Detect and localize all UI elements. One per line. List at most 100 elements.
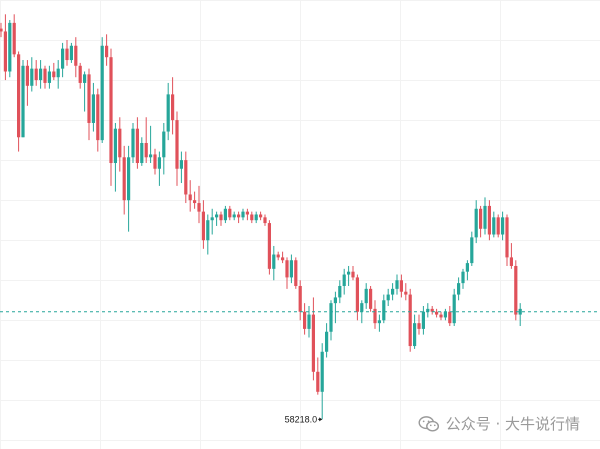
candle [329,300,333,341]
candle-body [12,22,16,55]
candle-body [518,308,522,315]
candle-body [100,45,104,141]
candle-body [105,45,109,58]
candle [201,200,205,249]
candle [373,300,377,329]
candle-body [373,308,377,324]
candle [272,245,276,281]
candle-body [320,351,324,392]
candle-body [91,94,95,123]
candle-body [21,65,25,138]
candle-body [25,65,29,86]
candle-body [78,65,82,83]
candle-body [298,285,302,312]
candle-body [250,214,254,221]
watermark-text: 公众号 · 大牛说行情 [445,415,580,433]
candle [162,122,166,175]
candle [377,314,381,332]
candle [303,303,307,335]
candle [193,191,197,209]
candle [219,211,223,226]
candle [364,283,368,309]
candle [285,257,289,289]
candle [404,283,408,301]
candle-body [56,68,60,78]
candle [259,211,263,221]
candle-body [47,71,51,83]
candle-body [17,54,21,138]
candle-body [96,94,100,141]
candle-body [281,257,285,261]
candle [408,288,412,352]
candle-body [457,283,461,295]
candle [320,343,324,420]
candle-body [347,271,351,275]
candle [153,148,157,175]
candle [74,37,78,78]
candle [245,208,249,221]
candle [215,211,219,226]
candle-body [470,237,474,264]
candle-body [316,371,320,392]
candle-body [505,217,509,258]
candle-body [127,157,131,201]
candle-body [338,285,342,298]
candle-body [501,217,505,235]
watermark: 公众号 · 大牛说行情 [418,413,580,434]
candle [52,62,56,81]
candle-body [311,314,315,372]
candle [518,303,522,327]
candle [333,291,337,324]
candle [342,268,346,295]
candle [448,306,452,327]
candle-body [118,128,122,158]
candle [127,145,131,232]
candle-body [509,257,513,266]
candle [206,214,210,255]
candle [61,42,65,78]
candle-body [479,208,483,229]
candle [223,205,227,224]
candle [338,280,342,304]
candle [514,260,518,321]
candle [228,205,232,221]
candle [56,60,60,89]
candle [188,180,192,212]
candle-body [237,214,241,218]
candle-body [461,271,465,284]
candle-body [276,254,280,258]
candle-body [184,160,188,195]
candle [250,211,254,224]
candle [175,111,179,186]
candle-body [206,220,210,241]
candle [109,48,113,186]
candle [131,122,135,164]
candle-body [351,271,355,278]
candle [413,314,417,349]
candle-body [219,214,223,221]
candle-body [435,311,439,315]
candle [492,211,496,238]
candle-body [179,160,183,169]
candle [281,251,285,264]
candle [470,231,474,266]
candle [149,125,153,164]
candle-body [193,200,197,204]
candle [496,214,500,238]
candle [83,71,87,112]
candle [298,280,302,321]
candle [435,308,439,318]
candle [430,306,434,315]
candle [12,14,16,58]
candle [166,82,170,141]
candle-body [483,205,487,229]
candle-body [188,194,192,201]
candle [461,268,465,289]
candle-body [369,288,373,309]
candle [78,62,82,89]
candle [91,82,95,132]
candle-body [149,154,153,158]
candle-body [131,128,135,158]
candle-body [228,208,232,218]
candle-body [259,214,263,218]
